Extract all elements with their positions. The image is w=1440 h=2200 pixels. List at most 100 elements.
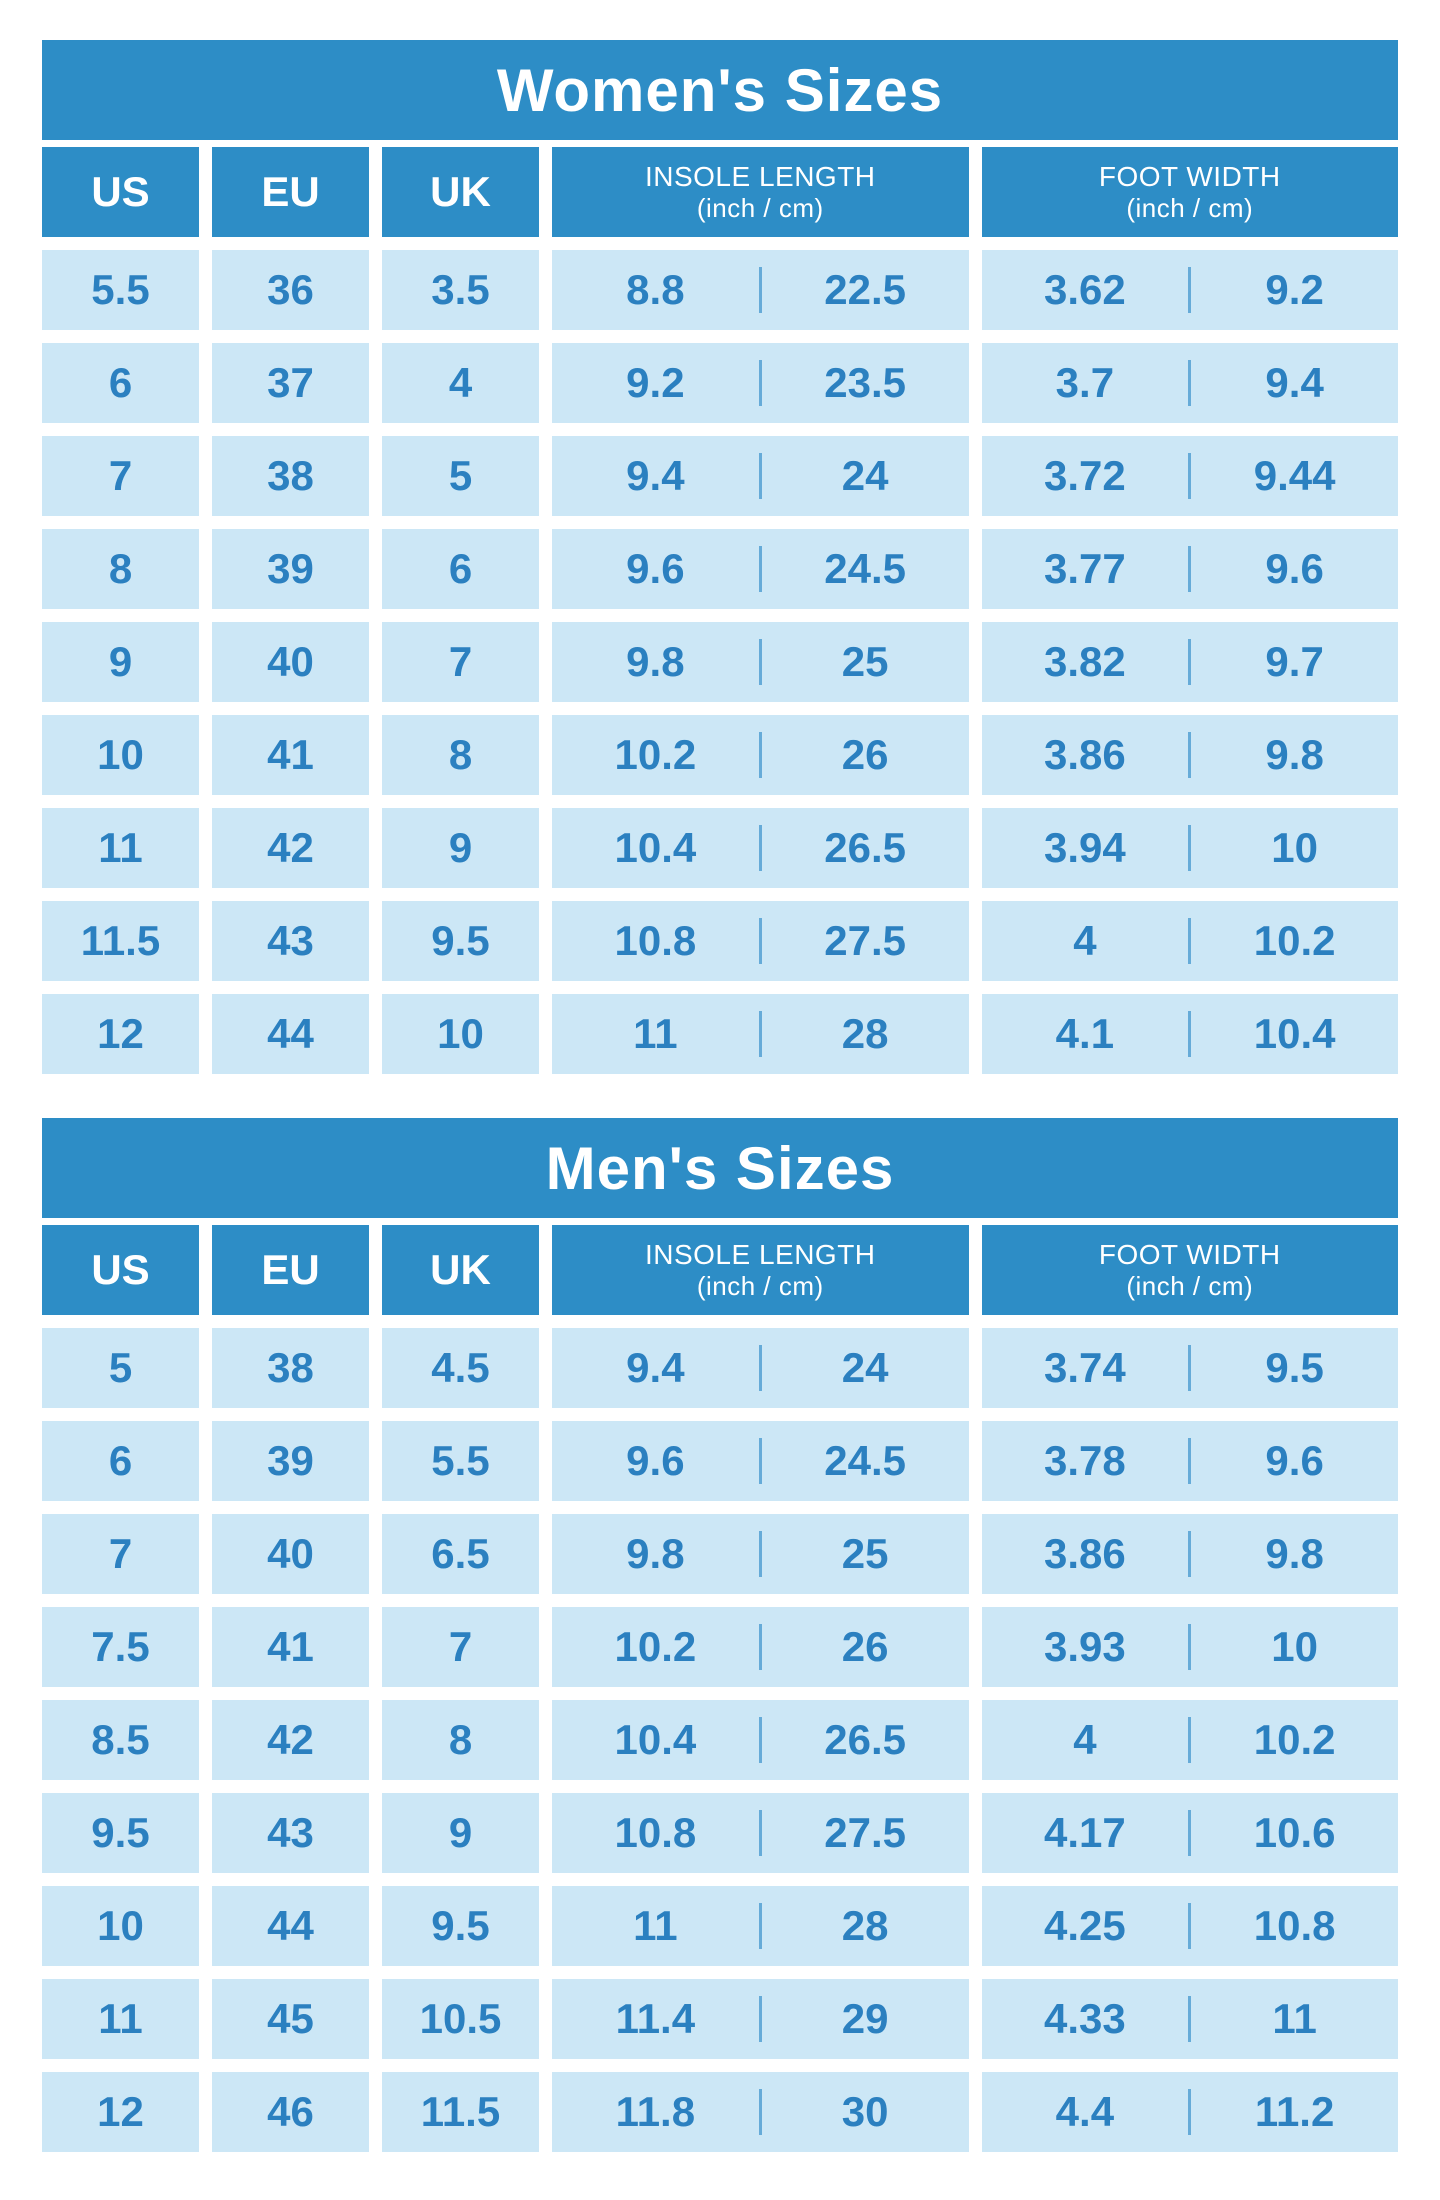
us-size-cell: 8 bbox=[42, 529, 199, 609]
cm-value: 28 bbox=[841, 1902, 889, 1949]
cm-value: 9.8 bbox=[1265, 731, 1324, 778]
insole-length-cell: 9.2 23.5 bbox=[552, 343, 969, 423]
cell-divider bbox=[1188, 1531, 1192, 1577]
cm-value: 10 bbox=[1271, 1623, 1318, 1670]
uk-column-header: UK bbox=[382, 147, 539, 237]
cm-value: 26.5 bbox=[824, 1716, 906, 1763]
table-row: 11 45 10.5 11.4 29 4.33 11 bbox=[42, 1979, 1398, 2059]
cell-divider bbox=[1188, 1717, 1192, 1763]
eu-size-cell: 40 bbox=[212, 622, 369, 702]
foot-width-cell: 3.74 9.5 bbox=[981, 1328, 1398, 1408]
uk-size-cell: 3.5 bbox=[382, 250, 539, 330]
inch-value: 3.72 bbox=[1044, 452, 1126, 499]
us-size-cell: 5 bbox=[42, 1328, 199, 1408]
foot-width-cell: 4.1 10.4 bbox=[981, 994, 1398, 1074]
insole-length-cell: 8.8 22.5 bbox=[552, 250, 969, 330]
us-size-cell: 11 bbox=[42, 1979, 199, 2059]
mens-header-row: US EU UK INSOLE LENGTH (inch / cm) FOOT … bbox=[42, 1225, 1398, 1315]
table-row: 11 42 9 10.4 26.5 3.94 10 bbox=[42, 808, 1398, 888]
cm-value: 26 bbox=[841, 731, 889, 778]
inch-value: 3.93 bbox=[1044, 1623, 1126, 1670]
cm-value: 10.8 bbox=[1253, 1902, 1336, 1949]
insole-length-cell: 10.4 26.5 bbox=[552, 808, 969, 888]
mens-table-body: 5 38 4.5 9.4 24 3.74 9.5 6 39 5.5 9.6 24.5 3.78 9.6 7 4… bbox=[42, 1328, 1398, 2152]
inch-value: 10.2 bbox=[614, 1623, 697, 1670]
cell-divider bbox=[1188, 732, 1192, 778]
cell-divider bbox=[758, 825, 762, 871]
table-row: 12 44 10 11 28 4.1 10.4 bbox=[42, 994, 1398, 1074]
table-row: 8 39 6 9.6 24.5 3.77 9.6 bbox=[42, 529, 1398, 609]
eu-size-cell: 45 bbox=[212, 1979, 369, 2059]
table-row: 7 38 5 9.4 24 3.72 9.44 bbox=[42, 436, 1398, 516]
eu-size-cell: 42 bbox=[212, 1700, 369, 1780]
insole-length-cell: 10.2 26 bbox=[552, 715, 969, 795]
uk-size-cell: 7 bbox=[382, 1607, 539, 1687]
inch-value: 11.4 bbox=[615, 1995, 696, 2042]
foot-width-cell: 3.82 9.7 bbox=[981, 622, 1398, 702]
uk-size-cell: 4 bbox=[382, 343, 539, 423]
cm-value: 28 bbox=[841, 1010, 889, 1057]
foot-width-cell: 3.62 9.2 bbox=[981, 250, 1398, 330]
cm-value: 9.4 bbox=[1265, 359, 1324, 406]
inch-value: 11 bbox=[633, 1010, 678, 1057]
us-column-header: US bbox=[42, 1225, 199, 1315]
foot-width-unit: (inch / cm) bbox=[1126, 1271, 1254, 1302]
inch-value: 9.8 bbox=[626, 638, 685, 685]
cell-divider bbox=[758, 453, 762, 499]
inch-value: 10.8 bbox=[614, 917, 697, 964]
inch-value: 9.8 bbox=[626, 1530, 685, 1577]
insole-length-cell: 9.8 25 bbox=[552, 622, 969, 702]
us-size-cell: 6 bbox=[42, 1421, 199, 1501]
foot-width-column-header: FOOT WIDTH (inch / cm) bbox=[981, 1225, 1398, 1315]
womens-size-table: Women's Sizes US EU UK INSOLE LENGTH (in… bbox=[42, 40, 1398, 1074]
cell-divider bbox=[758, 1345, 762, 1391]
cell-divider bbox=[1188, 1810, 1192, 1856]
cm-value: 30 bbox=[841, 2088, 889, 2135]
inch-value: 4.33 bbox=[1044, 1995, 1126, 2042]
cm-value: 27.5 bbox=[824, 1809, 906, 1856]
inch-value: 3.78 bbox=[1044, 1437, 1126, 1484]
foot-width-cell: 3.77 9.6 bbox=[981, 529, 1398, 609]
uk-size-cell: 6.5 bbox=[382, 1514, 539, 1594]
insole-length-cell: 10.8 27.5 bbox=[552, 1793, 969, 1873]
cm-value: 9.44 bbox=[1253, 452, 1336, 499]
foot-width-cell: 4.25 10.8 bbox=[981, 1886, 1398, 1966]
us-size-cell: 8.5 bbox=[42, 1700, 199, 1780]
foot-width-cell: 3.86 9.8 bbox=[981, 1514, 1398, 1594]
foot-width-unit: (inch / cm) bbox=[1126, 193, 1254, 224]
table-row: 5 38 4.5 9.4 24 3.74 9.5 bbox=[42, 1328, 1398, 1408]
inch-value: 3.77 bbox=[1044, 545, 1126, 592]
eu-size-cell: 41 bbox=[212, 1607, 369, 1687]
table-row: 10 41 8 10.2 26 3.86 9.8 bbox=[42, 715, 1398, 795]
insole-length-label: INSOLE LENGTH bbox=[644, 161, 876, 193]
womens-table-title: Women's Sizes bbox=[496, 56, 944, 124]
foot-width-label: FOOT WIDTH bbox=[1098, 161, 1281, 193]
inch-value: 9.4 bbox=[626, 1344, 685, 1391]
inch-value: 10.2 bbox=[614, 731, 697, 778]
mens-table-title: Men's Sizes bbox=[545, 1134, 895, 1202]
cell-divider bbox=[758, 1903, 762, 1949]
inch-value: 3.7 bbox=[1055, 359, 1115, 406]
cell-divider bbox=[1188, 546, 1192, 592]
insole-length-cell: 9.4 24 bbox=[552, 1328, 969, 1408]
cell-divider bbox=[1188, 1345, 1192, 1391]
insole-length-column-header: INSOLE LENGTH (inch / cm) bbox=[552, 147, 969, 237]
insole-length-cell: 9.6 24.5 bbox=[552, 1421, 969, 1501]
cm-value: 9.7 bbox=[1265, 638, 1324, 685]
cm-value: 27.5 bbox=[824, 917, 906, 964]
us-size-cell: 9.5 bbox=[42, 1793, 199, 1873]
foot-width-cell: 3.78 9.6 bbox=[981, 1421, 1398, 1501]
eu-size-cell: 43 bbox=[212, 1793, 369, 1873]
uk-size-cell: 11.5 bbox=[382, 2072, 539, 2152]
cell-divider bbox=[1188, 1438, 1192, 1484]
eu-size-cell: 39 bbox=[212, 529, 369, 609]
cm-value: 11 bbox=[1272, 1995, 1317, 2042]
table-row: 12 46 11.5 11.8 30 4.4 11.2 bbox=[42, 2072, 1398, 2152]
cm-value: 10 bbox=[1271, 824, 1318, 871]
inch-value: 10.4 bbox=[614, 1716, 697, 1763]
inch-value: 4 bbox=[1073, 1716, 1097, 1763]
cm-value: 23.5 bbox=[824, 359, 906, 406]
foot-width-column-header: FOOT WIDTH (inch / cm) bbox=[981, 147, 1398, 237]
cell-divider bbox=[758, 639, 762, 685]
